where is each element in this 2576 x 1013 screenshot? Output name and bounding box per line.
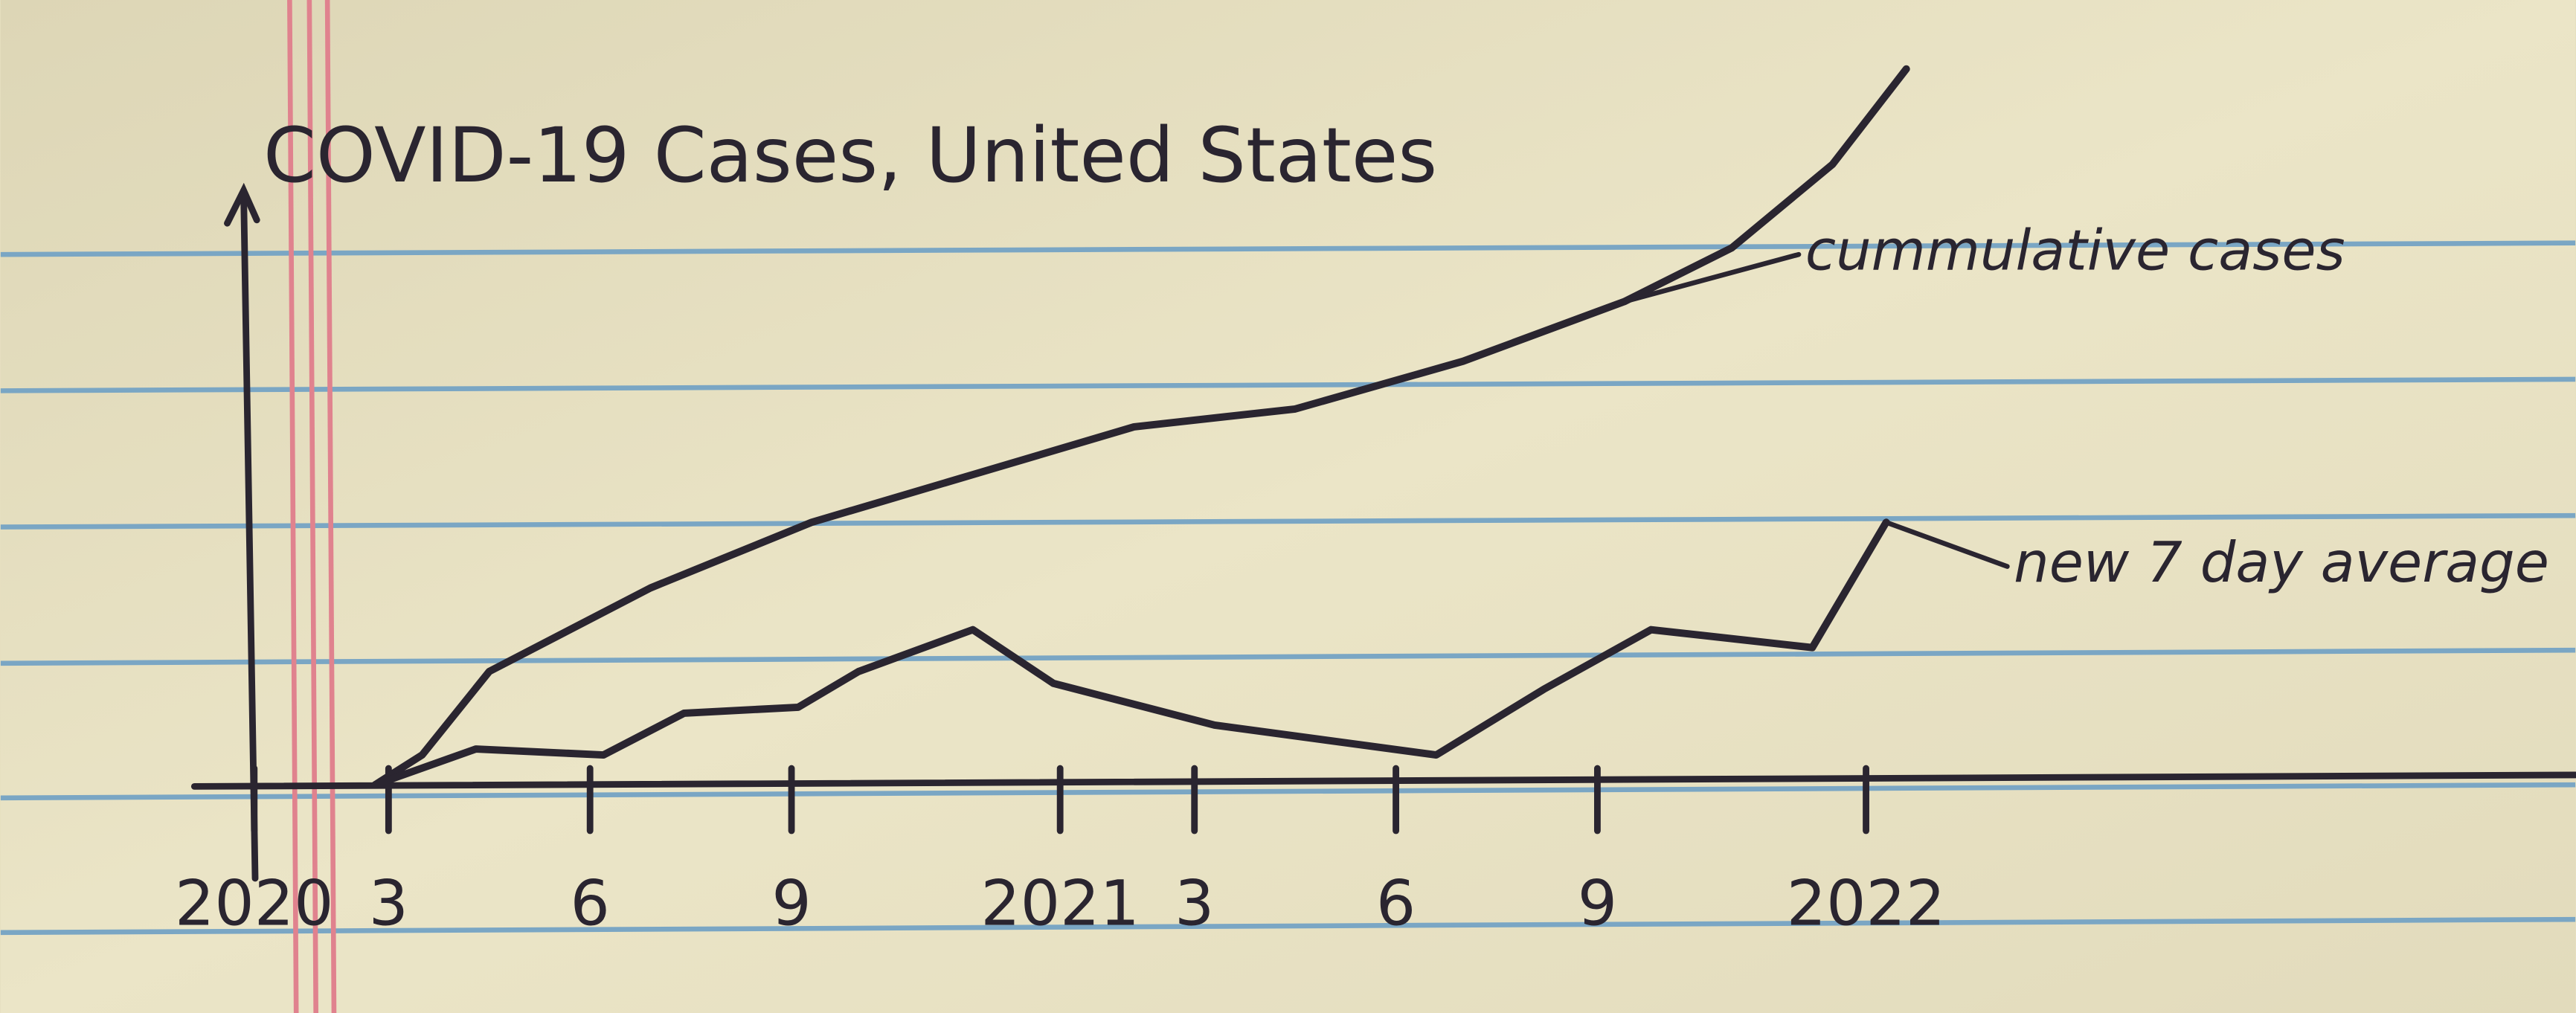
margin-line — [287, 0, 299, 1013]
ruled-line — [0, 782, 2576, 801]
ruled-line — [0, 376, 2576, 393]
x-tick-label: 2022 — [1787, 867, 1945, 940]
x-tick-label: 2020 — [175, 867, 333, 940]
series-label: new 7 day average — [2014, 530, 2549, 595]
x-tick-label: 6 — [1376, 867, 1416, 940]
series-line — [371, 65, 1910, 789]
x-tick-label: 3 — [1175, 867, 1214, 940]
x-tick-label: 2021 — [980, 867, 1139, 940]
x-tick-label: 9 — [1578, 867, 1617, 940]
margin-lines — [287, 0, 337, 1013]
ruled-lines — [0, 240, 2576, 936]
label-connector — [1622, 251, 1802, 304]
ruled-line — [0, 916, 2576, 936]
x-tick-label: 3 — [369, 867, 408, 940]
x-tick-label: 9 — [771, 867, 811, 940]
ruled-line — [0, 512, 2576, 530]
x-tick-label: 6 — [571, 867, 610, 940]
ruled-line — [0, 647, 2576, 666]
y-axis — [240, 190, 259, 882]
y-axis-arrow — [224, 182, 260, 227]
margin-line — [324, 0, 337, 1013]
label-connector — [1883, 519, 2010, 569]
chart-title: COVID-19 Cases, United States — [263, 112, 1437, 199]
series-label: cummulative cases — [1805, 218, 2345, 283]
margin-line — [306, 0, 318, 1013]
ruled-line — [0, 240, 2576, 257]
series-line — [371, 518, 1890, 789]
